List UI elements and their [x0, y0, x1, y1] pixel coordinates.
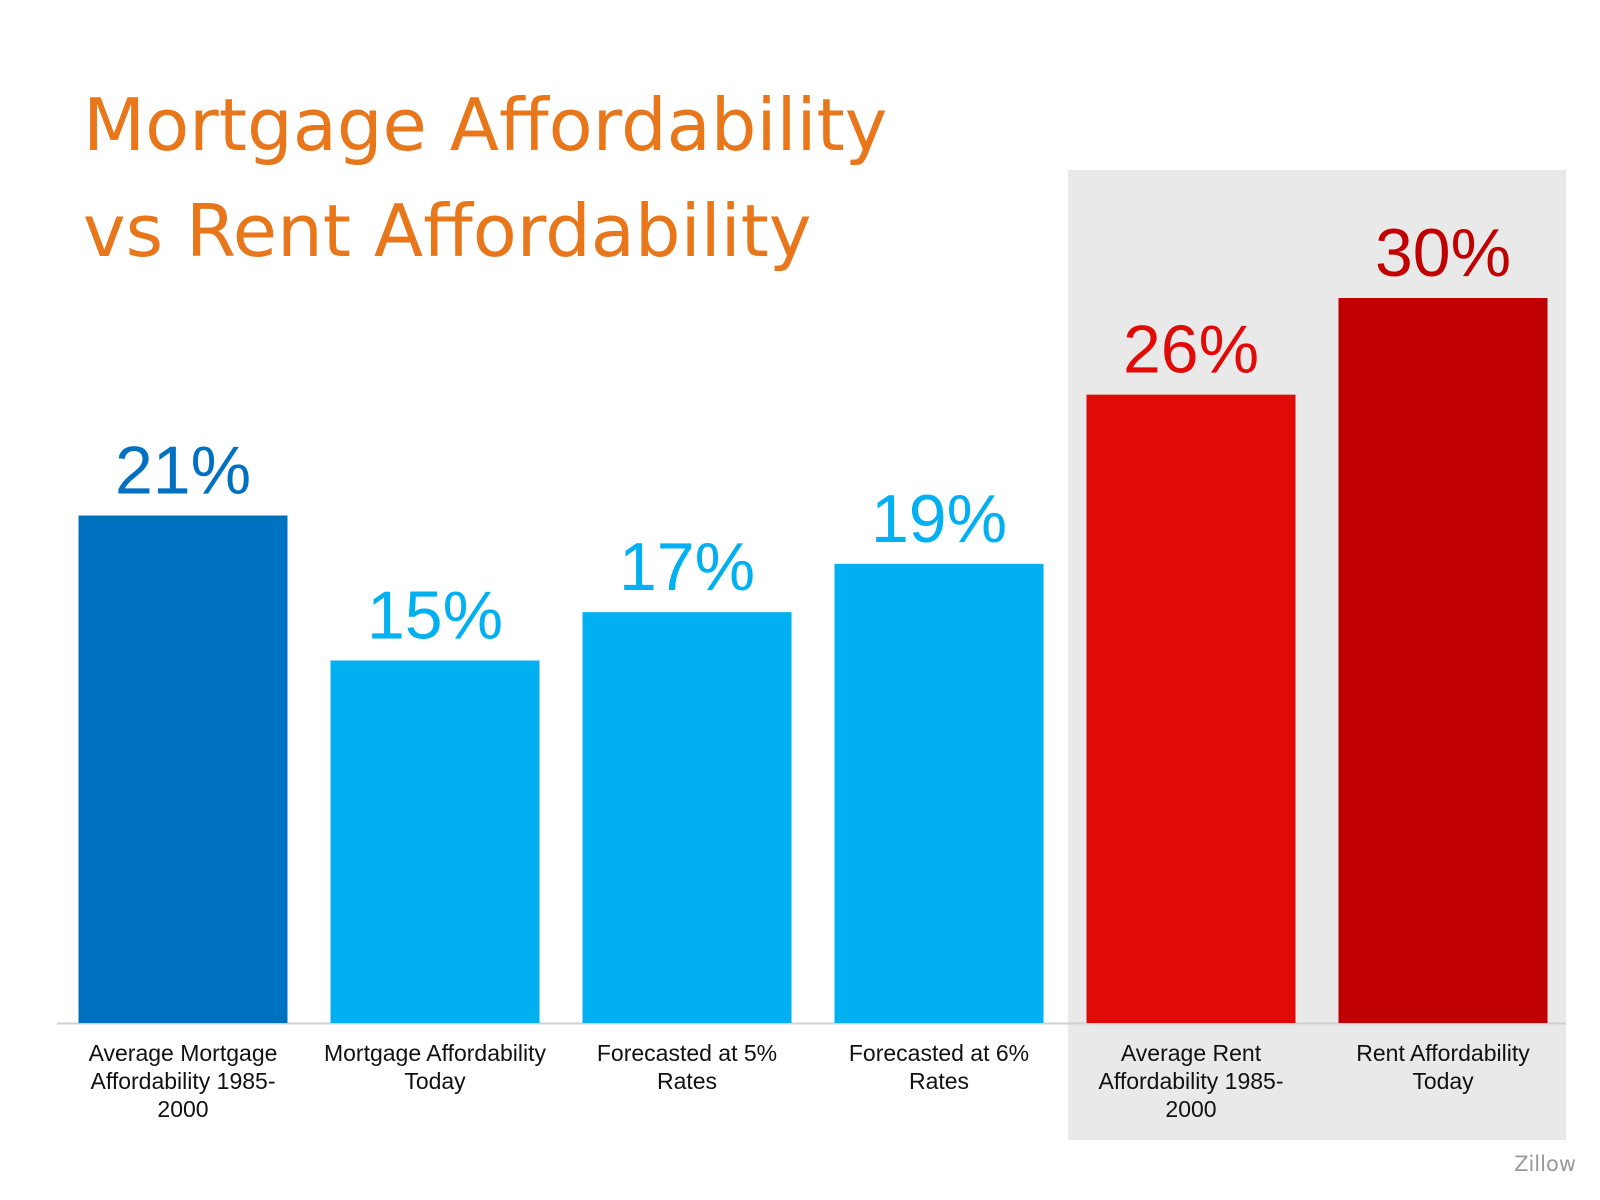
chart-title: Mortgage Affordability vs Rent Affordabi… [83, 72, 887, 284]
category-label-4: Forecasted at 6% Rates [849, 1040, 1029, 1094]
chart-title-line-1: Mortgage Affordability [83, 83, 888, 167]
value-label-1: 21% [115, 433, 251, 509]
bar-1 [78, 515, 288, 1023]
category-label-5: Average Rent Affordability 1985-2000 [1099, 1040, 1284, 1122]
value-label-4: 19% [871, 481, 1007, 557]
category-label-6: Rent Affordability Today [1356, 1040, 1530, 1094]
value-label-5: 26% [1123, 312, 1259, 388]
bar-3 [582, 612, 792, 1023]
bar-5 [1086, 394, 1296, 1024]
bar-4 [834, 563, 1044, 1023]
category-label-3: Forecasted at 5% Rates [597, 1040, 777, 1094]
value-label-6: 30% [1375, 215, 1511, 291]
value-label-3: 17% [619, 529, 755, 605]
chart-title-line-2: vs Rent Affordability [83, 189, 812, 273]
category-label-2: Mortgage Affordability Today [324, 1040, 547, 1094]
value-label-2: 15% [367, 578, 503, 654]
bar-2 [330, 660, 540, 1023]
bar-6 [1338, 298, 1548, 1023]
source-label: Zillow [1514, 1152, 1576, 1176]
category-label-1: Average Mortgage Affordability 1985-2000 [89, 1040, 278, 1122]
